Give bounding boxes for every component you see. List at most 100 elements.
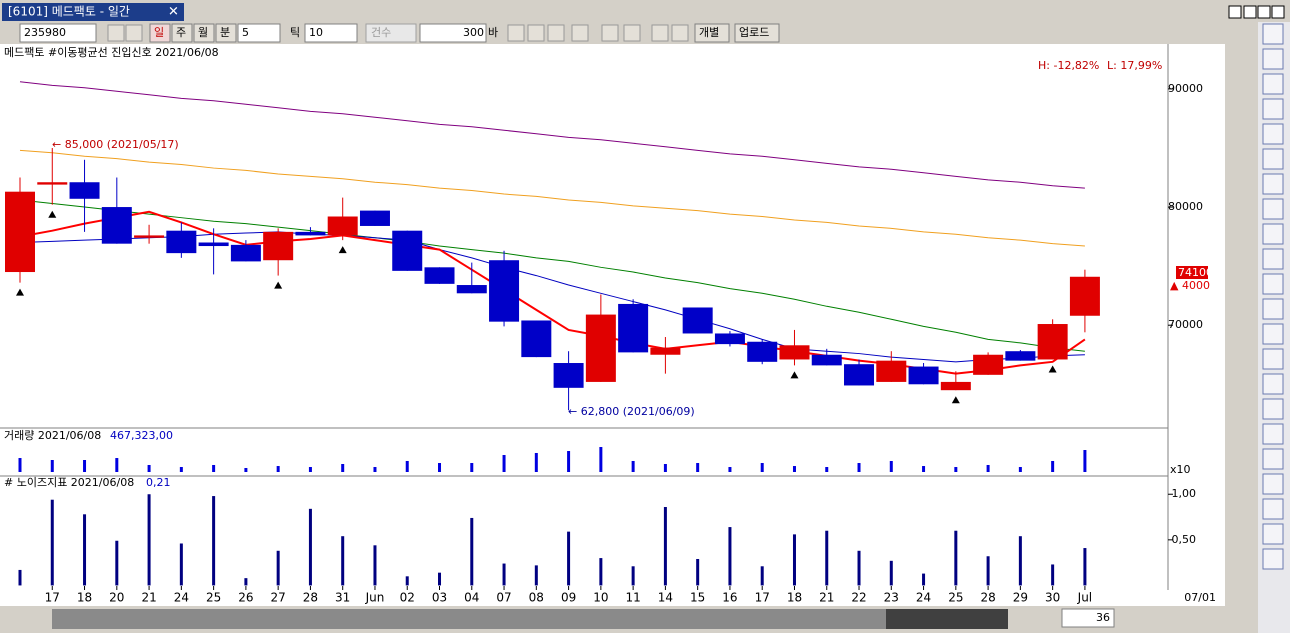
side-icon[interactable] [1262, 73, 1284, 95]
volume-bar [954, 467, 958, 472]
count-input[interactable] [419, 23, 487, 43]
side-icon[interactable] [1262, 548, 1284, 570]
noise-bar [792, 534, 796, 586]
tool-icon[interactable] [651, 24, 669, 42]
side-icon[interactable] [1262, 498, 1284, 520]
noise-bar [341, 536, 345, 586]
side-icon[interactable] [1262, 173, 1284, 195]
tool-icon[interactable] [107, 24, 125, 42]
count-select[interactable] [365, 23, 417, 43]
candle-body [359, 210, 390, 226]
tool-icon[interactable] [547, 24, 565, 42]
last-price: 74100 [1178, 266, 1213, 279]
close-tab[interactable]: ✕ [168, 5, 179, 20]
volume-bar [470, 463, 474, 472]
moving-average [19, 149, 1085, 247]
upload-btn[interactable] [734, 23, 780, 43]
individual-btn[interactable] [694, 23, 730, 43]
y-tick-label: 70000 [1168, 318, 1203, 331]
moving-average [19, 199, 1085, 352]
hl-low: L: 17,99% [1107, 59, 1162, 72]
noise-bar [373, 545, 377, 586]
candle-body [908, 366, 939, 385]
scroll-thumb[interactable] [886, 609, 1008, 629]
x-tick-label: 17 [755, 591, 770, 605]
noise-bar [889, 560, 893, 586]
period-btn[interactable] [215, 23, 237, 43]
close-btn[interactable] [1271, 5, 1285, 19]
side-icon[interactable] [1262, 523, 1284, 545]
volume-bar [308, 467, 312, 472]
period-btn[interactable] [171, 23, 193, 43]
volume-bar [889, 460, 893, 472]
volume-bar [244, 468, 248, 472]
side-icon[interactable] [1262, 323, 1284, 345]
tick-label: 틱 [290, 26, 300, 39]
side-icon[interactable] [1262, 448, 1284, 470]
volume-bar [760, 463, 764, 472]
tab[interactable] [2, 3, 184, 21]
candle-body [940, 381, 971, 391]
candle-body [844, 364, 875, 386]
side-icon[interactable] [1262, 148, 1284, 170]
signal-marker [16, 288, 24, 296]
x-tick-label: 18 [787, 591, 802, 605]
tool-icon[interactable] [527, 24, 545, 42]
side-icon[interactable] [1262, 98, 1284, 120]
side-icon[interactable] [1262, 273, 1284, 295]
x-axis-strip [0, 590, 1225, 606]
max-btn[interactable] [1257, 5, 1271, 19]
tool-icon[interactable] [601, 24, 619, 42]
side-icon[interactable] [1262, 398, 1284, 420]
side-icon[interactable] [1262, 373, 1284, 395]
side-icon[interactable] [1262, 348, 1284, 370]
x-tick-label: 26 [238, 591, 253, 605]
tool-icon[interactable] [671, 24, 689, 42]
side-icon[interactable] [1262, 298, 1284, 320]
side-icon[interactable] [1262, 198, 1284, 220]
candle-body [489, 260, 520, 322]
volume-bar [83, 460, 87, 472]
window-buttons [1228, 5, 1285, 19]
volume-title: 거래량 2021/06/08 [4, 429, 101, 442]
noise-bar [212, 496, 216, 586]
side-icon[interactable] [1262, 223, 1284, 245]
x-tick-label: 21 [819, 591, 834, 605]
volume-bar [1051, 460, 1055, 472]
period-btn[interactable] [193, 23, 215, 43]
period-btn[interactable] [149, 23, 171, 43]
help-btn[interactable] [1228, 5, 1242, 19]
side-icon[interactable] [1262, 473, 1284, 495]
side-icon[interactable] [1262, 123, 1284, 145]
min-btn[interactable] [1243, 5, 1257, 19]
side-icon[interactable] [1262, 23, 1284, 45]
tool-icon[interactable] [623, 24, 641, 42]
side-icon[interactable] [1262, 423, 1284, 445]
tool-icon[interactable] [125, 24, 143, 42]
volume-bar [922, 466, 926, 472]
x-tick-label: 28 [980, 591, 995, 605]
x-tick-label: 18 [77, 591, 92, 605]
candle-body [392, 230, 423, 271]
period: 주 [176, 26, 186, 39]
candle-body [585, 314, 616, 382]
minute-input[interactable] [237, 23, 281, 43]
candle-body [101, 207, 132, 244]
side-icon[interactable] [1262, 248, 1284, 270]
tick-input[interactable] [304, 23, 358, 43]
bar-label: 바 [488, 26, 498, 39]
zoom-input[interactable] [1061, 608, 1115, 628]
volume-bar [212, 464, 216, 472]
hl-high: H: -12,82% [1038, 59, 1099, 72]
tool-icon[interactable] [571, 24, 589, 42]
code-input[interactable] [19, 23, 97, 43]
x-tick-label: 20 [109, 591, 124, 605]
noise-bar [147, 494, 151, 586]
individual: 개별 [699, 26, 719, 39]
side-icon[interactable] [1262, 48, 1284, 70]
tool-icon[interactable] [507, 24, 525, 42]
signal-marker [1048, 365, 1057, 373]
scroll-track[interactable] [52, 609, 1008, 629]
window-title: [6101] 메드팩토 - 일간 [8, 5, 130, 19]
noise-bar [986, 556, 990, 586]
